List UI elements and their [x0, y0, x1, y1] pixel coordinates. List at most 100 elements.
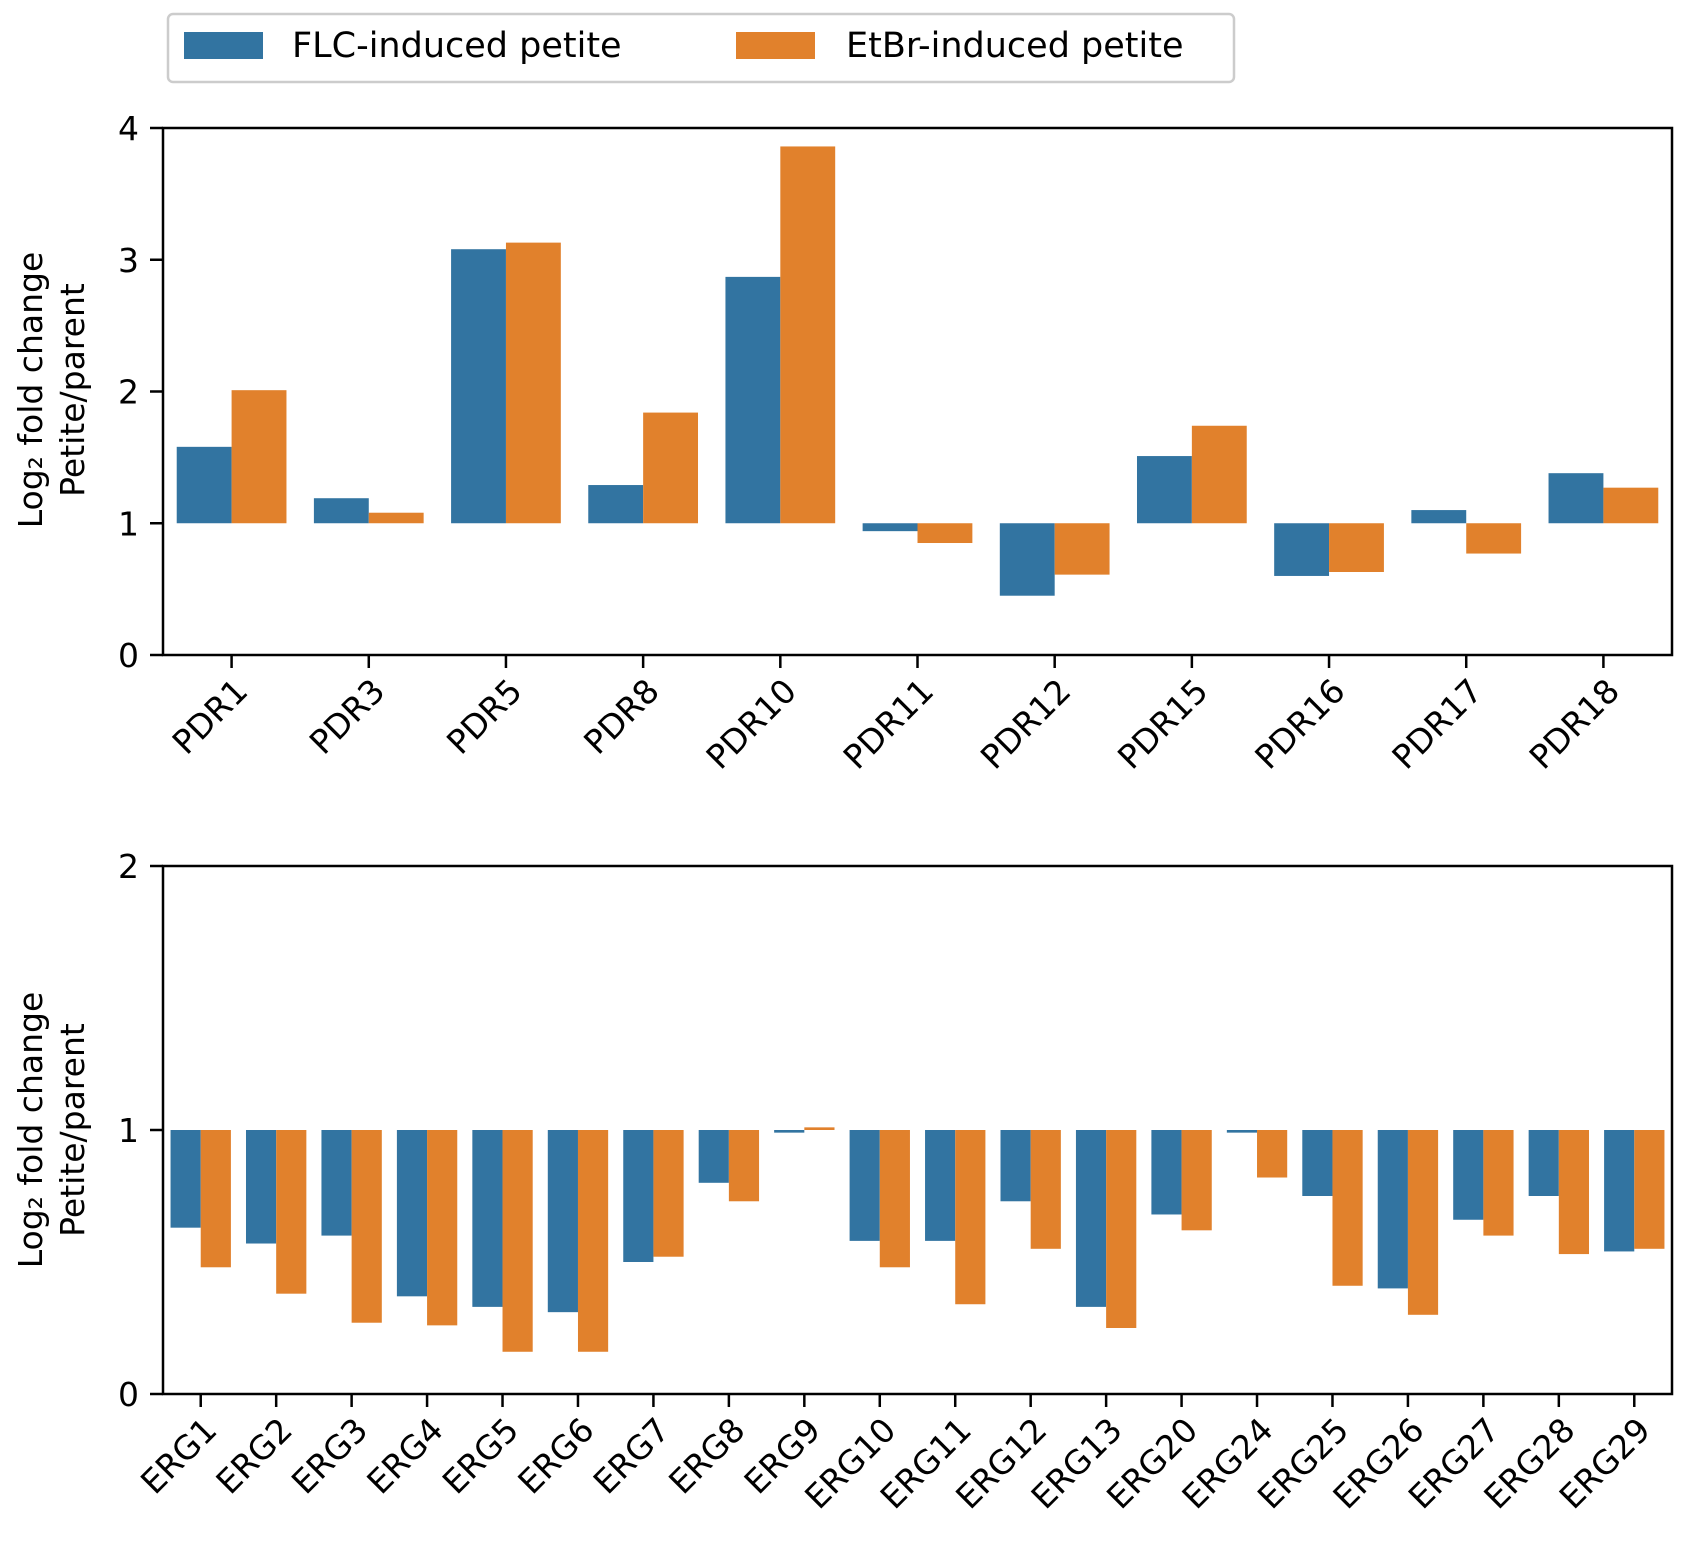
bar-pdr8-etbr	[643, 412, 699, 524]
bar-erg12-etbr	[1030, 1130, 1061, 1249]
bar-pdr16-etbr	[1329, 523, 1384, 572]
bar-pdr11-flc	[862, 523, 918, 532]
bar-erg2-etbr	[276, 1130, 307, 1294]
bar-erg10-flc	[849, 1130, 880, 1241]
bar-pdr1-flc	[176, 446, 232, 524]
bar-pdr17-etbr	[1466, 523, 1522, 554]
bar-erg4-flc	[396, 1130, 428, 1297]
bar-erg3-flc	[321, 1130, 352, 1236]
y-tick-label: 1	[118, 1111, 139, 1150]
y-tick-label: 2	[118, 373, 139, 412]
legend-swatch-etbr	[736, 32, 815, 59]
bar-erg4-etbr	[427, 1130, 458, 1326]
bar-erg5-flc	[472, 1130, 503, 1307]
x-tick-label: ERG3	[284, 1410, 375, 1501]
bar-erg25-etbr	[1332, 1130, 1363, 1286]
bar-erg25-flc	[1302, 1130, 1333, 1196]
bar-erg7-flc	[623, 1130, 654, 1262]
x-tick-label: PDR11	[836, 671, 942, 777]
bar-erg2-flc	[245, 1130, 277, 1244]
bar-pdr15-etbr	[1191, 425, 1247, 524]
bar-erg12-flc	[1000, 1130, 1031, 1202]
bar-erg11-etbr	[955, 1130, 986, 1305]
bar-pdr15-flc	[1136, 456, 1192, 524]
erg-xticks: ERG1ERG2ERG3ERG4ERG5ERG6ERG7ERG8ERG9ERG1…	[133, 1394, 1658, 1516]
pdr-ylabel-line1: Log₂ fold change	[11, 252, 50, 529]
bar-erg10-etbr	[879, 1130, 910, 1268]
bar-erg27-etbr	[1483, 1130, 1514, 1236]
x-tick-label: PDR18	[1522, 671, 1628, 777]
erg-yticks: 0 1 2	[118, 847, 163, 1414]
x-tick-label: PDR3	[302, 671, 393, 762]
legend: FLC-induced petite EtBr-induced petite	[166, 12, 1236, 84]
bar-pdr16-flc	[1274, 523, 1330, 576]
bar-pdr12-etbr	[1054, 523, 1110, 575]
bar-erg26-flc	[1377, 1130, 1408, 1289]
pdr-bars	[176, 146, 1659, 596]
bar-erg8-etbr	[728, 1130, 760, 1202]
legend-label-etbr: EtBr-induced petite	[846, 26, 1184, 66]
x-tick-label: ERG1	[133, 1410, 224, 1501]
bar-erg9-flc	[774, 1130, 805, 1133]
bar-erg11-flc	[925, 1130, 956, 1241]
bar-erg24-etbr	[1257, 1130, 1288, 1178]
bar-pdr11-etbr	[917, 523, 973, 544]
bar-erg29-flc	[1604, 1130, 1635, 1252]
bar-pdr5-etbr	[505, 242, 561, 524]
x-tick-label: PDR1	[165, 671, 256, 762]
legend-swatch-flc	[184, 32, 263, 59]
erg-axes-frame	[161, 864, 1674, 1396]
bar-erg28-etbr	[1558, 1130, 1590, 1255]
x-tick-label: ERG7	[586, 1410, 677, 1501]
x-tick-label: PDR12	[973, 671, 1079, 777]
bar-pdr3-flc	[313, 498, 369, 524]
bar-erg24-flc	[1226, 1130, 1258, 1133]
bar-erg6-etbr	[577, 1130, 609, 1352]
bar-erg29-etbr	[1634, 1130, 1665, 1249]
bar-pdr18-flc	[1548, 473, 1604, 524]
x-tick-label: PDR15	[1110, 671, 1216, 777]
pdr-axes-frame	[161, 126, 1674, 657]
bar-erg27-flc	[1453, 1130, 1484, 1220]
x-tick-label: PDR16	[1247, 671, 1353, 777]
x-tick-label: PDR8	[576, 671, 667, 762]
y-tick-label: 0	[118, 1375, 139, 1414]
bar-pdr1-etbr	[231, 390, 287, 524]
pdr-yticks: 0 1 2 3 4	[118, 109, 163, 675]
bar-erg20-etbr	[1181, 1130, 1212, 1231]
x-tick-label: ERG6	[510, 1410, 601, 1501]
bar-pdr12-flc	[999, 523, 1055, 596]
legend-label-flc: FLC-induced petite	[292, 26, 622, 66]
bar-erg1-etbr	[200, 1130, 231, 1268]
y-tick-label: 1	[118, 504, 139, 543]
legend-frame	[166, 12, 1236, 84]
bar-erg5-etbr	[502, 1130, 533, 1352]
x-tick-label: ERG8	[661, 1410, 752, 1501]
y-tick-label: 2	[118, 847, 139, 886]
bar-pdr18-etbr	[1603, 487, 1659, 524]
bar-pdr10-etbr	[780, 146, 836, 524]
erg-bars	[170, 1127, 1665, 1352]
y-tick-label: 3	[118, 241, 139, 280]
bar-erg26-etbr	[1407, 1130, 1439, 1315]
erg-ylabel-line1: Log₂ fold change	[11, 992, 50, 1269]
x-tick-label: ERG5	[435, 1410, 526, 1501]
erg-chart: 0 1 2 ERG1ERG2ERG3ERG4ERG5ERG6ERG7ERG8ERG9…	[11, 847, 1674, 1516]
x-tick-label: PDR5	[439, 671, 530, 762]
bar-erg13-flc	[1075, 1130, 1107, 1307]
bar-erg7-etbr	[653, 1130, 684, 1257]
bar-erg6-flc	[547, 1130, 578, 1313]
bar-erg28-flc	[1528, 1130, 1559, 1196]
y-tick-label: 0	[118, 636, 139, 675]
y-tick-label: 4	[118, 109, 139, 148]
bar-erg9-etbr	[804, 1127, 835, 1130]
x-tick-label: ERG2	[208, 1410, 299, 1501]
pdr-xticks: PDR1 PDR3 PDR5 PDR8 PDR10 PDR11 PDR12 PDR15 PDR1…	[165, 655, 1628, 777]
x-tick-label: PDR17	[1384, 671, 1490, 777]
x-tick-label: PDR10	[698, 671, 804, 777]
bar-erg1-flc	[170, 1130, 201, 1228]
bar-erg13-etbr	[1106, 1130, 1137, 1328]
pdr-ylabel-line2: Petite/parent	[53, 283, 92, 497]
